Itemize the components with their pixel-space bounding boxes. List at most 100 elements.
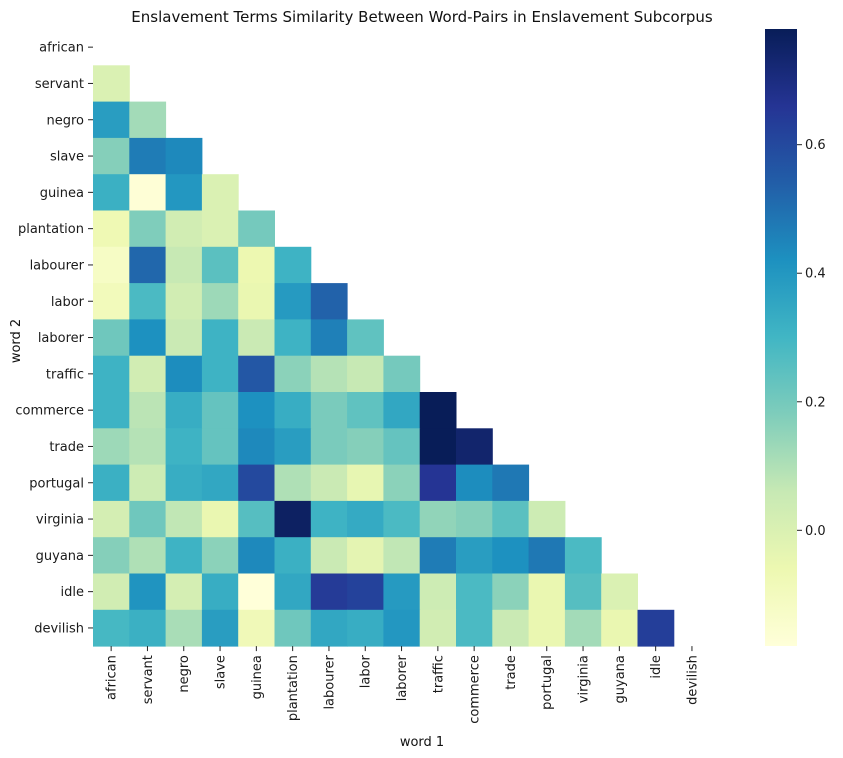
x-tick-label-commerce: commerce: [468, 655, 483, 724]
heatmap-cell-portugal-labor: [347, 464, 384, 502]
heatmap-cell-traffic-plantation: [274, 355, 312, 393]
heatmap-cell-traffic-servant: [129, 355, 167, 393]
heatmap-cell-servant-african: [93, 65, 130, 103]
heatmap-cell-labourer-slave: [201, 246, 239, 284]
heatmap-cell-negro-african: [93, 101, 130, 139]
x-tick-label-african: african: [105, 655, 120, 700]
heatmap-cell-devilish-commerce: [456, 609, 493, 647]
heatmap-cell-virginia-slave: [201, 500, 239, 538]
heatmap-cell-idle-labor: [347, 573, 384, 611]
heatmap-cell-laborer-plantation: [274, 319, 312, 357]
heatmap-cell-devilish-slave: [201, 609, 239, 647]
x-tick-label-slave: slave: [214, 655, 229, 689]
heatmap-cell-trade-labourer: [310, 428, 348, 466]
heatmap-cell-trade-labor: [347, 428, 384, 466]
heatmap-cell-slave-african: [93, 137, 130, 175]
heatmap-cell-devilish-traffic: [419, 609, 457, 647]
heatmap-cell-guinea-negro: [165, 174, 203, 211]
y-tick-label-traffic: traffic: [46, 367, 84, 382]
heatmap-cell-labor-guinea: [238, 283, 275, 320]
heatmap-cell-portugal-laborer: [383, 464, 421, 502]
heatmap-cell-labourer-african: [93, 246, 130, 284]
heatmap-cell-idle-guinea: [238, 573, 275, 611]
heatmap-cell-labor-african: [93, 283, 130, 320]
y-tick-labels: african servant negro slave guinea plantation…: [15, 41, 93, 636]
heatmap-cell-guyana-portugal: [528, 537, 566, 574]
heatmap-cell-laborer-servant: [129, 319, 167, 357]
x-tick-label-labor: labor: [359, 654, 374, 688]
colorbar-tick-label: 0.6: [805, 138, 826, 153]
heatmap-cell-commerce-negro: [165, 392, 203, 429]
heatmap-cell-idle-slave: [201, 573, 239, 611]
heatmap-cell-negro-servant: [129, 101, 167, 139]
heatmap-cell-slave-negro: [165, 137, 203, 175]
heatmap-cells: [93, 65, 675, 647]
x-tick-label-servant: servant: [141, 655, 156, 704]
heatmap-cell-guinea-slave: [201, 174, 239, 211]
heatmap-cell-idle-portugal: [528, 573, 566, 611]
heatmap-cell-plantation-guinea: [238, 210, 275, 248]
heatmap-cell-idle-commerce: [456, 573, 493, 611]
heatmap-cell-portugal-labourer: [310, 464, 348, 502]
heatmap-cell-slave-servant: [129, 137, 167, 175]
heatmap-cell-labor-labourer: [310, 283, 348, 320]
x-axis-label: word 1: [400, 735, 444, 750]
heatmap-cell-portugal-plantation: [274, 464, 312, 502]
heatmap-cell-virginia-laborer: [383, 500, 421, 538]
heatmap-cell-devilish-plantation: [274, 609, 312, 647]
x-tick-label-labourer: labourer: [322, 654, 337, 709]
heatmap-cell-guyana-negro: [165, 537, 203, 574]
heatmap-cell-labor-slave: [201, 283, 239, 320]
heatmap-cell-virginia-commerce: [456, 500, 493, 538]
heatmap-cell-virginia-guinea: [238, 500, 275, 538]
heatmap-cell-idle-african: [93, 573, 130, 611]
heatmap-cell-traffic-laborer: [383, 355, 421, 393]
heatmap-cell-guyana-labourer: [310, 537, 348, 574]
heatmap-cell-devilish-guinea: [238, 609, 275, 647]
heatmap-cell-guyana-trade: [492, 537, 530, 574]
heatmap-cell-plantation-servant: [129, 210, 167, 248]
heatmap-cell-plantation-negro: [165, 210, 203, 248]
heatmap-cell-guyana-traffic: [419, 537, 457, 574]
colorbar-tick-label: 0.0: [805, 524, 826, 539]
heatmap-cell-commerce-guinea: [238, 392, 275, 429]
heatmap-cell-trade-laborer: [383, 428, 421, 466]
heatmap-cell-trade-commerce: [456, 428, 493, 466]
heatmap-cell-devilish-laborer: [383, 609, 421, 647]
colorbar-tick-label: 0.4: [805, 267, 826, 282]
heatmap-cell-devilish-negro: [165, 609, 203, 647]
heatmap-cell-commerce-plantation: [274, 392, 312, 429]
y-tick-label-commerce: commerce: [15, 404, 84, 419]
x-tick-label-guinea: guinea: [250, 655, 265, 699]
heatmap-cell-idle-plantation: [274, 573, 312, 611]
heatmap-cell-idle-guyana: [601, 573, 638, 611]
x-tick-label-negro: negro: [177, 655, 192, 693]
heatmap-cell-virginia-servant: [129, 500, 167, 538]
heatmap-cell-devilish-labor: [347, 609, 384, 647]
heatmap-cell-trade-negro: [165, 428, 203, 466]
heatmap-cell-portugal-trade: [492, 464, 530, 502]
heatmap-cell-commerce-servant: [129, 392, 167, 429]
heatmap-cell-commerce-african: [93, 392, 130, 429]
heatmap-cell-guyana-guinea: [238, 537, 275, 574]
heatmap-cell-labourer-plantation: [274, 246, 312, 284]
heatmap-cell-guyana-african: [93, 537, 130, 574]
heatmap-cell-traffic-labourer: [310, 355, 348, 393]
heatmap-cell-idle-servant: [129, 573, 167, 611]
y-tick-label-plantation: plantation: [18, 222, 84, 237]
heatmap-cell-virginia-plantation: [274, 500, 312, 538]
heatmap-cell-devilish-servant: [129, 609, 167, 647]
heatmap-cell-trade-traffic: [419, 428, 457, 466]
heatmap-cell-trade-slave: [201, 428, 239, 466]
heatmap-cell-laborer-african: [93, 319, 130, 357]
colorbar-ticks: 0.0 0.2 0.4 0.6: [797, 138, 826, 539]
heatmap-cell-devilish-african: [93, 609, 130, 647]
x-tick-label-laborer: laborer: [395, 654, 410, 701]
heatmap-cell-portugal-commerce: [456, 464, 493, 502]
heatmap-cell-devilish-guyana: [601, 609, 638, 647]
heatmap-cell-guinea-african: [93, 174, 130, 211]
heatmap-cell-virginia-portugal: [528, 500, 566, 538]
heatmap-cell-traffic-african: [93, 355, 130, 393]
heatmap-cell-guyana-slave: [201, 537, 239, 574]
